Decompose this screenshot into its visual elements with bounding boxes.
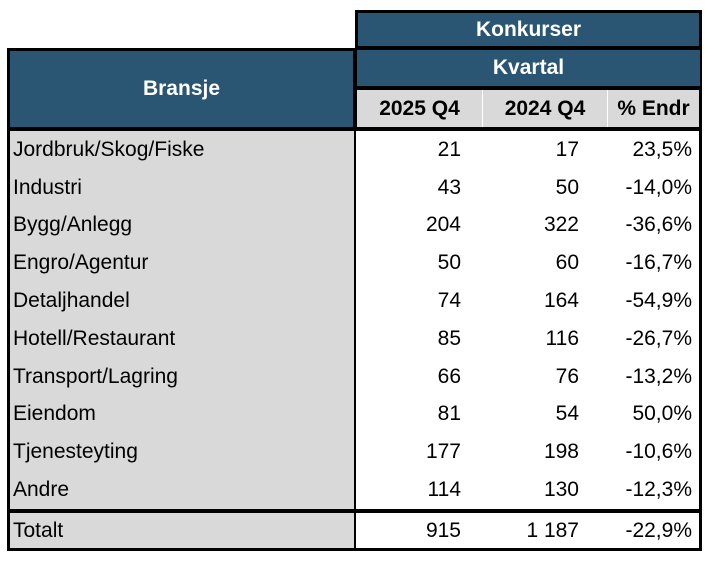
- value-2024-q4: 76: [481, 357, 606, 396]
- value-2025-q4: 114: [356, 471, 481, 509]
- value-2025-q4: 85: [356, 319, 481, 358]
- table-title-text: Konkurser: [475, 17, 582, 41]
- row-header-bransje: Bransje: [7, 48, 355, 129]
- total-label: Totalt: [10, 513, 356, 548]
- table-row: Bygg/Anlegg 204 322 -36,6%: [10, 206, 699, 245]
- value-2025-q4: 204: [356, 206, 481, 245]
- column-header-pct-endr: % Endr: [607, 90, 699, 127]
- table-subtitle-kvartal: Kvartal: [355, 48, 702, 88]
- value-pct-endr: -14,0%: [606, 168, 699, 207]
- column-header-row: 2025 Q4 2024 Q4 % Endr: [355, 88, 702, 129]
- table-row: Tjenesteyting 177 198 -10,6%: [10, 433, 699, 472]
- value-2025-q4: 43: [356, 168, 481, 207]
- value-2024-q4: 116: [481, 319, 606, 358]
- value-2024-q4: 164: [481, 282, 606, 320]
- value-2025-q4: 50: [356, 244, 481, 283]
- table-row: Detaljhandel 74 164 -54,9%: [10, 282, 699, 320]
- row-label: Engro/Agentur: [10, 244, 356, 283]
- value-pct-endr: 23,5%: [606, 131, 699, 169]
- row-label: Eiendom: [10, 395, 356, 434]
- value-pct-endr: -16,7%: [606, 244, 699, 283]
- total-2025-q4: 915: [356, 513, 481, 548]
- total-pct-endr: -22,9%: [606, 513, 699, 548]
- table-row: Andre 114 130 -12,3%: [10, 471, 699, 509]
- value-2024-q4: 17: [481, 131, 606, 169]
- value-pct-endr: -10,6%: [606, 433, 699, 472]
- row-label: Bygg/Anlegg: [10, 206, 356, 245]
- total-row: Totalt 915 1 187 -22,9%: [7, 511, 702, 551]
- value-pct-endr: 50,0%: [606, 395, 699, 434]
- row-header-text: Bransje: [142, 77, 221, 100]
- value-2025-q4: 81: [356, 395, 481, 434]
- value-pct-endr: -12,3%: [606, 471, 699, 509]
- value-2024-q4: 54: [481, 395, 606, 434]
- value-2024-q4: 60: [481, 244, 606, 283]
- value-2024-q4: 322: [481, 206, 606, 245]
- value-2024-q4: 198: [481, 433, 606, 472]
- table-row: Jordbruk/Skog/Fiske 21 17 23,5%: [10, 131, 699, 169]
- table-row: Industri 43 50 -14,0%: [10, 168, 699, 207]
- row-label: Tjenesteyting: [10, 433, 356, 472]
- value-2024-q4: 130: [481, 471, 606, 509]
- value-pct-endr: -26,7%: [606, 319, 699, 358]
- table-row: Eiendom 81 54 50,0%: [10, 395, 699, 434]
- row-label: Andre: [10, 471, 356, 509]
- value-2025-q4: 177: [356, 433, 481, 472]
- table-subtitle-text: Kvartal: [492, 56, 565, 79]
- value-pct-endr: -36,6%: [606, 206, 699, 245]
- table-row: Hotell/Restaurant 85 116 -26,7%: [10, 319, 699, 358]
- row-label: Transport/Lagring: [10, 357, 356, 396]
- value-2025-q4: 74: [356, 282, 481, 320]
- column-header-2025-q4: 2025 Q4: [379, 96, 460, 120]
- row-label: Industri: [10, 168, 356, 207]
- value-pct-endr: -13,2%: [606, 357, 699, 396]
- value-2024-q4: 50: [481, 168, 606, 207]
- value-pct-endr: -54,9%: [606, 282, 699, 320]
- value-2025-q4: 21: [356, 131, 481, 169]
- row-label: Jordbruk/Skog/Fiske: [10, 131, 356, 169]
- value-2025-q4: 66: [356, 357, 481, 396]
- row-label: Detaljhandel: [10, 282, 356, 320]
- total-2024-q4: 1 187: [481, 513, 606, 548]
- column-header-2024-q4: 2024 Q4: [482, 90, 607, 127]
- table-row: Transport/Lagring 66 76 -13,2%: [10, 357, 699, 396]
- table-body: Jordbruk/Skog/Fiske 21 17 23,5% Industri…: [7, 129, 702, 511]
- table-title-konkurser: Konkurser: [355, 10, 702, 48]
- table-row: Engro/Agentur 50 60 -16,7%: [10, 244, 699, 283]
- row-label: Hotell/Restaurant: [10, 319, 356, 358]
